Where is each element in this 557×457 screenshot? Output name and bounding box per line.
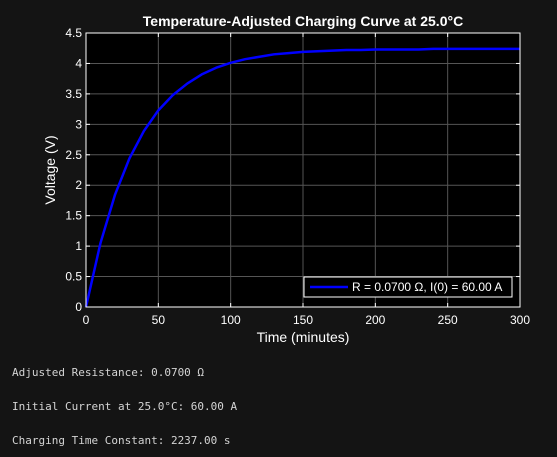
adjusted-resistance-output: Adjusted Resistance: 0.0700 Ω (12, 366, 205, 379)
x-tick-label: 250 (438, 313, 458, 327)
x-tick-labels: 0 50 100 150 200 250 300 (83, 313, 531, 327)
y-tick-label: 1.5 (65, 209, 82, 223)
x-tick-label: 100 (221, 313, 241, 327)
x-tick-label: 200 (365, 313, 385, 327)
series-layer (84, 47, 520, 308)
y-tick-label: 1 (75, 239, 82, 253)
y-axis-label: Voltage (V) (42, 135, 58, 204)
charging-curve-chart: 0 50 100 150 200 250 300 00.511.522.533.544.5 … (42, 13, 531, 345)
x-tick-label: 0 (83, 313, 90, 327)
y-tick-label: 3.5 (65, 87, 82, 101)
x-tick-label: 300 (510, 313, 530, 327)
series-line (84, 47, 520, 308)
chart-title: Temperature-Adjusted Charging Curve at 2… (143, 13, 463, 29)
y-tick-label: 0 (75, 300, 82, 314)
y-tick-label: 4.5 (65, 26, 82, 40)
y-tick-label: 2 (75, 178, 82, 192)
y-tick-label: 0.5 (65, 270, 82, 284)
y-tick-label: 2.5 (65, 148, 82, 162)
tick-marks (85, 32, 521, 308)
y-tick-labels: 0 0.5 1 1.5 2 2.5 3 3.5 4 4.5 (65, 26, 82, 314)
x-axis-label: Time (minutes) (257, 329, 350, 345)
legend-entry: R = 0.0700 Ω, I(0) = 60.00 A (352, 280, 502, 294)
time-constant-output: Charging Time Constant: 2237.00 s (12, 434, 231, 447)
y-tick-label: 3 (75, 117, 82, 131)
legend: R = 0.0700 Ω, I(0) = 60.00 A (303, 276, 513, 298)
x-tick-label: 50 (152, 313, 166, 327)
initial-current-output: Initial Current at 25.0°C: 60.00 A (12, 400, 238, 413)
y-tick-label: 4 (75, 56, 82, 70)
x-tick-label: 150 (293, 313, 313, 327)
legend-box (303, 276, 513, 298)
